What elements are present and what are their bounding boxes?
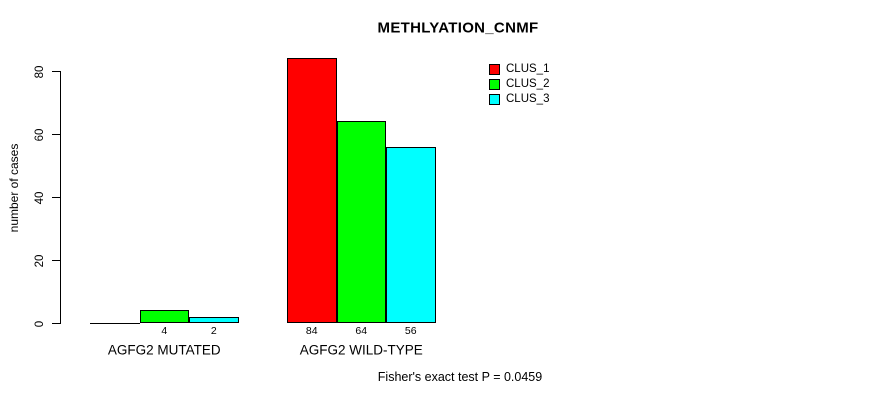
legend-swatch-clus_3: [489, 94, 500, 106]
bar-clus_2-2: [336, 121, 386, 323]
y-tick: [52, 323, 60, 324]
chart-title: METHLYATION_CNMF: [377, 19, 539, 37]
y-tick-label: 20: [34, 254, 46, 267]
x-category-label: AGFG2 WILD-TYPE: [299, 342, 423, 358]
bar-value-label: 84: [305, 325, 318, 337]
y-tick: [52, 134, 60, 135]
bar-clus_3-2: [386, 146, 436, 323]
y-tick: [52, 260, 60, 261]
legend-label: CLUS_1: [506, 63, 550, 76]
legend-label: CLUS_2: [506, 78, 550, 91]
bar-clus_1-1: [90, 323, 140, 324]
y-axis-line: [60, 71, 61, 324]
legend-swatch-clus_1: [489, 64, 500, 76]
bar-value-label: 64: [355, 325, 368, 337]
bar-clus_1-2: [287, 58, 337, 323]
x-category-label: AGFG2 MUTATED: [107, 342, 221, 358]
y-tick: [52, 197, 60, 198]
bar-clus_3-1: [189, 316, 239, 323]
y-axis-title: number of cases: [7, 143, 21, 233]
bar-value-label: 4: [161, 325, 168, 337]
bar-value-label: 2: [210, 325, 217, 337]
bar-clus_2-1: [139, 310, 189, 323]
bar-value-label: 56: [404, 325, 417, 337]
legend-swatch-clus_2: [489, 79, 500, 91]
y-tick-label: 80: [34, 65, 46, 78]
fisher-test-annotation: Fisher's exact test P = 0.0459: [377, 370, 543, 384]
y-tick: [52, 71, 60, 72]
y-tick-label: 60: [34, 128, 46, 141]
y-tick-label: 40: [34, 191, 46, 204]
y-tick-label: 0: [34, 320, 46, 327]
legend-label: CLUS_3: [506, 93, 550, 106]
